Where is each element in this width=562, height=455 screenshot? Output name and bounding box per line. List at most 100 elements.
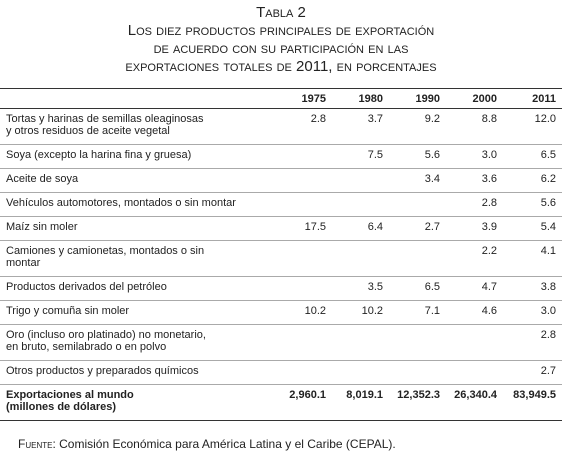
data-table: 1975 1980 1990 2000 2011 Tortas y harinas de… — [0, 88, 562, 421]
value-cell: 5.4 — [540, 221, 556, 233]
value-cell: 2.8 — [310, 113, 326, 125]
value-cell: 4.6 — [481, 305, 497, 317]
title-line: Los diez productos principales de export… — [127, 22, 435, 39]
row-label: Otros productos y preparados químicos — [0, 361, 270, 385]
value-cell — [332, 361, 389, 385]
value-cell: 10.2 — [304, 305, 326, 317]
label-line: Trigo y comuña sin moler — [6, 305, 130, 317]
value-cell: 3.5 — [367, 281, 383, 293]
value-cell — [446, 325, 503, 361]
row-label: Trigo y comuña sin moler — [0, 301, 270, 325]
value-cell: 3.0 — [540, 305, 556, 317]
value-cell: 83,949.5 — [513, 389, 556, 401]
value-cell — [446, 361, 503, 385]
value-cell: 8.8 — [481, 113, 497, 125]
value-cell: 3.9 — [481, 221, 497, 233]
value-cell — [270, 325, 332, 361]
header-cell: 1980 — [358, 92, 383, 105]
value-cell: 5.6 — [540, 197, 556, 209]
source-label: Fuente — [18, 437, 53, 451]
label-line: Maíz sin moler — [6, 221, 78, 233]
label-line: en bruto, semilabrado o en polvo — [6, 341, 167, 353]
row-label: Camiones y camionetas, montados o sin mon… — [0, 241, 270, 277]
label-line: Productos derivados del petróleo — [6, 281, 167, 293]
value-cell — [270, 277, 332, 301]
label-line: montar — [6, 257, 41, 269]
value-cell: 3.4 — [424, 173, 440, 185]
label-line: Otros productos y preparados químicos — [6, 365, 199, 377]
value-cell — [332, 325, 389, 361]
value-cell: 2.8 — [481, 197, 497, 209]
value-cell: 2,960.1 — [289, 389, 326, 401]
table-label: Tabla 2 — [256, 4, 306, 21]
title-line: exportaciones totales de 2011, en porcen… — [125, 58, 437, 75]
source-text: : Comisión Económica para América Latina… — [52, 437, 396, 451]
row-label: Exportaciones al mundo (millones de dólar… — [0, 385, 270, 421]
label-line: Aceite de soya — [6, 173, 79, 185]
value-cell: 9.2 — [424, 113, 440, 125]
label-line: Soya (excepto la harina fina y gruesa) — [6, 149, 192, 161]
table-row: Oro (incluso oro platinado) no monetario… — [0, 325, 562, 361]
value-cell — [389, 361, 446, 385]
label-line: Tortas y harinas de semillas oleaginosas — [6, 113, 204, 125]
header-cell — [0, 89, 270, 109]
value-cell: 2.8 — [540, 329, 556, 341]
row-label: Soya (excepto la harina fina y gruesa) — [0, 145, 270, 169]
value-cell: 6.4 — [367, 221, 383, 233]
table-row: Soya (excepto la harina fina y gruesa) 7.… — [0, 145, 562, 169]
value-cell: 2.2 — [481, 245, 497, 257]
value-cell: 3.0 — [481, 149, 497, 161]
value-cell: 26,340.4 — [454, 389, 497, 401]
label-line: Vehículos automotores, montados o sin mo… — [6, 197, 236, 209]
value-cell — [270, 145, 332, 169]
value-cell: 6.2 — [540, 173, 556, 185]
label-line: (millones de dólares) — [6, 401, 117, 413]
header-cell: 2000 — [472, 92, 497, 105]
table-row: Camiones y camionetas, montados o sin mon… — [0, 241, 562, 277]
value-cell: 10.2 — [361, 305, 383, 317]
label-line: Oro (incluso oro platinado) no monetario… — [6, 329, 206, 341]
value-cell: 3.6 — [481, 173, 497, 185]
source: Fuente: Comisión Económica para América … — [18, 437, 396, 451]
table-row: Trigo y comuña sin moler 10.2 10.2 7.1 4.6 3.… — [0, 301, 562, 325]
value-cell — [389, 193, 446, 217]
value-cell: 4.7 — [481, 281, 497, 293]
value-cell — [389, 325, 446, 361]
header-cell: 1975 — [301, 92, 326, 105]
row-label: Vehículos automotores, montados o sin mo… — [0, 193, 270, 217]
row-label: Maíz sin moler — [0, 217, 270, 241]
label-line: Exportaciones al mundo — [6, 389, 134, 401]
value-cell — [270, 169, 332, 193]
table-row: Otros productos y preparados químicos 2.7 — [0, 361, 562, 385]
value-cell: 7.5 — [367, 149, 383, 161]
row-label: Oro (incluso oro platinado) no monetario… — [0, 325, 270, 361]
label-line: y otros residuos de aceite vegetal — [6, 125, 170, 137]
title: Tabla 2 Los diez productos principales d… — [0, 0, 562, 76]
table-row: Productos derivados del petróleo 3.5 6.5 4.… — [0, 277, 562, 301]
table-row: Exportaciones al mundo (millones de dólar… — [0, 384, 562, 421]
table-row: Maíz sin moler 17.5 6.4 2.7 3.9 5.4 — [0, 217, 562, 241]
row-label: Productos derivados del petróleo — [0, 277, 270, 301]
value-cell: 17.5 — [304, 221, 326, 233]
value-cell: 12.0 — [534, 113, 556, 125]
value-cell — [270, 193, 332, 217]
row-label: Tortas y harinas de semillas oleaginosas… — [0, 109, 270, 145]
label-line: Camiones y camionetas, montados o sin — [6, 245, 205, 257]
value-cell — [270, 361, 332, 385]
value-cell: 4.1 — [540, 245, 556, 257]
value-cell — [270, 241, 332, 277]
title-line: de acuerdo con su participación en las — [153, 40, 409, 57]
value-cell: 12,352.3 — [397, 389, 440, 401]
value-cell — [332, 193, 389, 217]
row-label: Aceite de soya — [0, 169, 270, 193]
table-row: Tortas y harinas de semillas oleaginosas… — [0, 109, 562, 145]
value-cell — [332, 169, 389, 193]
header-row: 1975 1980 1990 2000 2011 — [0, 88, 562, 109]
value-cell: 2.7 — [424, 221, 440, 233]
value-cell: 2.7 — [540, 365, 556, 377]
header-cell: 2011 — [532, 92, 556, 105]
value-cell: 3.7 — [367, 113, 383, 125]
table-row: Vehículos automotores, montados o sin mo… — [0, 193, 562, 217]
table-row: Aceite de soya 3.4 3.6 6.2 — [0, 169, 562, 193]
